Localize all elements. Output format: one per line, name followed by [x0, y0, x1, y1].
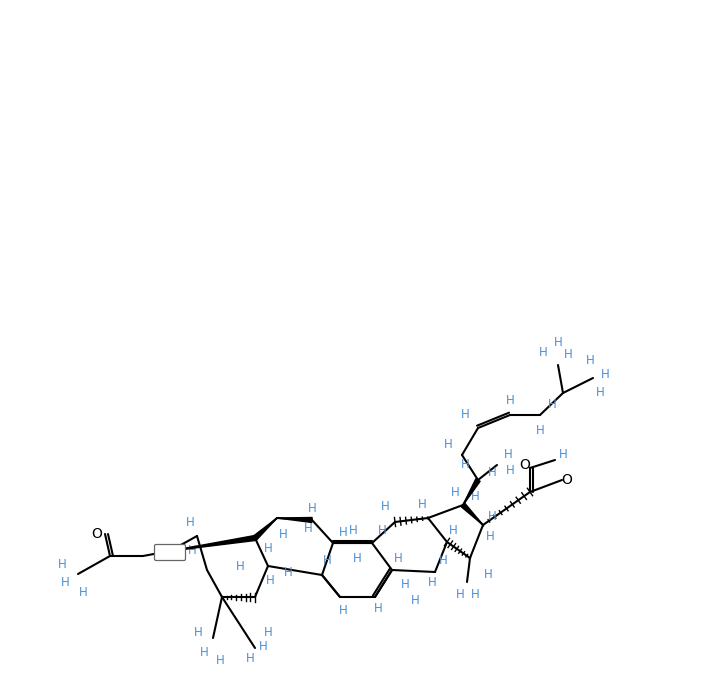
Text: H: H	[488, 466, 496, 479]
Polygon shape	[170, 536, 256, 551]
Text: H: H	[451, 486, 459, 499]
Text: H: H	[411, 594, 419, 607]
Text: H: H	[266, 575, 274, 588]
Text: H: H	[381, 501, 389, 514]
Text: AbO: AbO	[160, 547, 180, 557]
Text: O: O	[562, 473, 572, 487]
Text: H: H	[428, 575, 436, 588]
Text: H: H	[456, 588, 464, 601]
Text: H: H	[554, 337, 562, 350]
Text: H: H	[61, 575, 69, 588]
Text: H: H	[349, 523, 357, 536]
Text: H: H	[506, 464, 514, 477]
Text: H: H	[186, 516, 194, 529]
Text: H: H	[278, 527, 288, 540]
Text: H: H	[339, 603, 347, 616]
Text: H: H	[486, 531, 494, 544]
Text: H: H	[236, 560, 244, 573]
Text: H: H	[188, 544, 197, 557]
Text: H: H	[246, 651, 254, 664]
Text: H: H	[263, 625, 273, 638]
Text: H: H	[564, 349, 572, 362]
Text: H: H	[601, 369, 609, 382]
Text: H: H	[199, 646, 209, 659]
Text: H: H	[258, 640, 268, 653]
Polygon shape	[463, 479, 480, 505]
Text: H: H	[461, 458, 469, 471]
Text: H: H	[194, 625, 202, 638]
FancyBboxPatch shape	[155, 544, 186, 560]
Text: H: H	[586, 354, 595, 367]
Text: H: H	[439, 553, 447, 566]
Text: H: H	[216, 653, 224, 666]
Text: H: H	[596, 386, 604, 399]
Text: H: H	[263, 542, 273, 555]
Text: O: O	[520, 458, 530, 472]
Text: H: H	[488, 510, 496, 523]
Text: H: H	[506, 393, 514, 406]
Text: H: H	[374, 601, 382, 614]
Text: H: H	[78, 586, 88, 598]
Text: H: H	[503, 449, 513, 462]
Text: H: H	[449, 523, 457, 536]
Text: H: H	[418, 499, 426, 512]
Polygon shape	[253, 518, 277, 540]
Polygon shape	[461, 503, 483, 525]
Text: H: H	[461, 408, 469, 421]
Polygon shape	[277, 518, 312, 523]
Text: H: H	[308, 501, 316, 514]
Text: H: H	[352, 551, 362, 564]
Text: H: H	[283, 566, 293, 579]
Text: H: H	[323, 553, 331, 566]
Text: H: H	[538, 345, 548, 358]
Text: H: H	[483, 568, 493, 581]
Text: H: H	[471, 490, 479, 503]
Text: H: H	[58, 557, 66, 570]
Text: H: H	[444, 438, 452, 451]
Text: H: H	[471, 588, 479, 601]
Text: H: H	[377, 523, 387, 536]
Text: H: H	[401, 579, 409, 592]
Text: H: H	[339, 525, 347, 538]
Text: O: O	[92, 527, 103, 541]
Text: H: H	[548, 399, 556, 412]
Text: H: H	[559, 449, 567, 462]
Text: H: H	[535, 423, 545, 436]
Text: H: H	[394, 551, 402, 564]
Text: H: H	[303, 521, 313, 534]
